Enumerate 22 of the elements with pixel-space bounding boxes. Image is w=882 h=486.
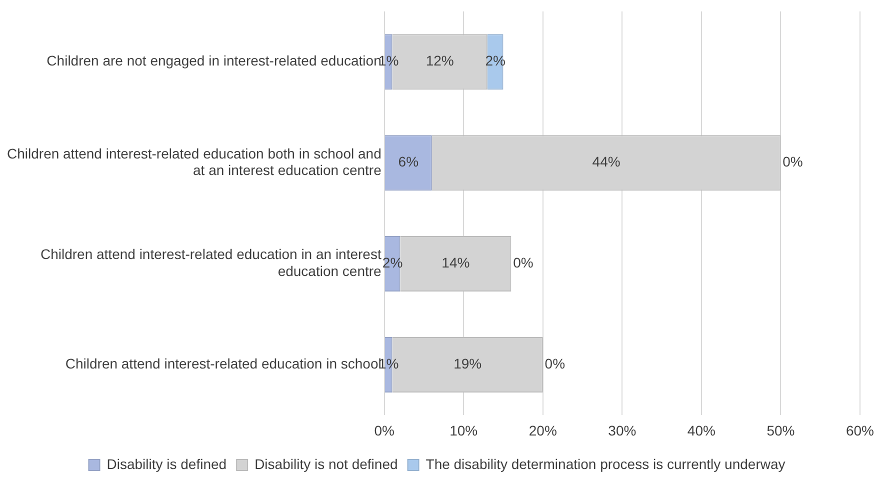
x-tick-label: 20% bbox=[528, 422, 557, 438]
legend-label: Disability is not defined bbox=[254, 456, 398, 472]
x-tick-label: 40% bbox=[687, 422, 716, 438]
data-label: 2% bbox=[382, 254, 403, 271]
x-tick-label: 30% bbox=[608, 422, 636, 438]
data-label: 6% bbox=[398, 154, 419, 170]
data-label: 44% bbox=[592, 154, 620, 170]
legend-label: The disability determination process is currently underway bbox=[426, 456, 786, 472]
legend-label: Disability is defined bbox=[106, 456, 227, 472]
data-label: 14% bbox=[442, 254, 470, 271]
data-label: 0% bbox=[513, 254, 534, 271]
y-tick-label: Children attend interest-related education both in school and at an interest education centre bbox=[6, 145, 382, 178]
data-label: 0% bbox=[782, 154, 803, 170]
data-label: 19% bbox=[454, 356, 482, 372]
data-label: 0% bbox=[544, 356, 566, 372]
x-tick-label: 10% bbox=[450, 422, 478, 438]
data-label: 2% bbox=[485, 52, 506, 69]
x-tick-label: 60% bbox=[846, 422, 874, 438]
x-tick-label: 0% bbox=[374, 422, 394, 438]
data-label: 12% bbox=[426, 52, 454, 69]
x-tick-label: 50% bbox=[766, 422, 795, 438]
y-tick-label: Children attend interest-related education in an interest education centre bbox=[40, 246, 382, 280]
